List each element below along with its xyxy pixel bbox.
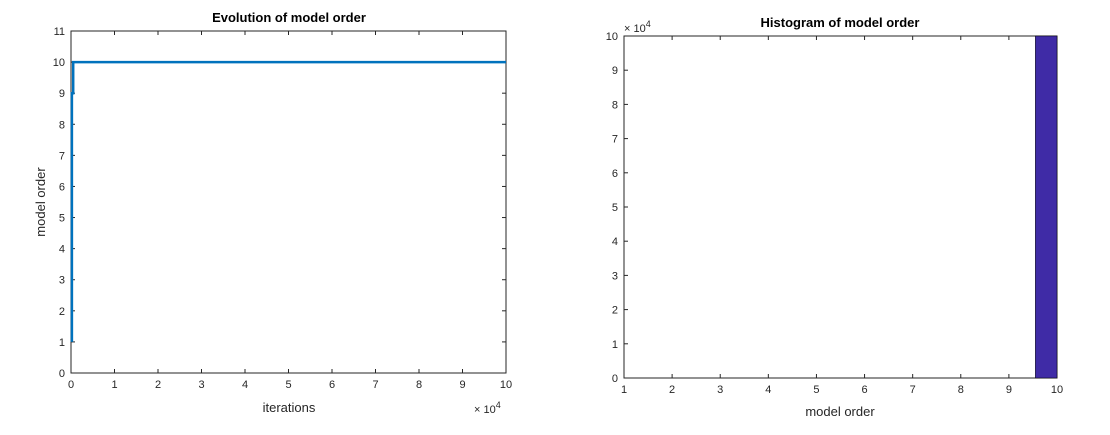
histogram-x-tick-label: 8 (958, 384, 964, 396)
evolution-axes-box (70, 30, 507, 374)
histogram-y-tick-label: 9 (612, 65, 618, 77)
evolution-y-tick-label: 5 (59, 213, 65, 225)
histogram-x-tick-label: 3 (717, 384, 723, 396)
histogram-y-tick-label: 2 (612, 305, 618, 317)
evolution-y-tick-label: 7 (59, 150, 65, 162)
evolution-y-tick-label: 3 (59, 275, 65, 287)
evolution-x-exponent: × 104 (474, 400, 501, 416)
evolution-x-tick-label: 8 (416, 379, 422, 391)
histogram-y-exponent: × 104 (624, 19, 651, 35)
evolution-x-tick-label: 6 (329, 379, 335, 391)
histogram-x-tick-label: 6 (861, 384, 867, 396)
evolution-y-tick-label: 8 (59, 119, 65, 131)
histogram-x-label: model order (805, 404, 875, 419)
evolution-y-tick-label: 4 (59, 244, 65, 256)
histogram-chart: Histogram of model order 1 2 3 4 5 6 7 8 9 100123… (606, 15, 1063, 419)
histogram-bar (1035, 35, 1058, 379)
evolution-series-line (70, 60, 506, 342)
evolution-y-tick-label: 6 (59, 181, 65, 193)
histogram-x-tick-label: 4 (765, 384, 771, 396)
histogram-y-tick-label: 5 (612, 202, 618, 214)
histogram-axes-box (623, 35, 1058, 379)
evolution-x-tick-label: 0 (68, 379, 74, 391)
histogram-y-exponent-base: × 10 (624, 23, 646, 35)
histogram-y-tick-label: 3 (612, 270, 618, 282)
histogram-y-tick-label: 10 (606, 31, 618, 43)
evolution-x-tick-label: 9 (459, 379, 465, 391)
evolution-y-tick-label: 10 (53, 57, 65, 69)
evolution-y-label: model order (33, 167, 48, 237)
histogram-x-tick-label: 2 (669, 384, 675, 396)
evolution-y-tick-label: 0 (59, 368, 65, 380)
evolution-plot-area: 0 1 2 3 4 5 6 7 8 9 10 0 1 2 3 4 5 6 7 8 9 10 11 (53, 26, 512, 391)
evolution-y-tick-label: 1 (59, 337, 65, 349)
evolution-chart: Evolution of model order 0 1 2 3 4 5 6 7 8 9 10 0 1 2… (33, 10, 512, 416)
evolution-x-label: iterations (263, 400, 316, 415)
evolution-x-tick-label: 1 (111, 379, 117, 391)
histogram-y-tick-label: 6 (612, 168, 618, 180)
histogram-x-tick-label: 10 (1051, 384, 1063, 396)
evolution-x-tick-label: 7 (372, 379, 378, 391)
histogram-y-tick-label: 4 (612, 236, 618, 248)
histogram-x-tick-label: 9 (1006, 384, 1012, 396)
histogram-y-tick-label: 8 (612, 99, 618, 111)
evolution-x-tick-label: 2 (155, 379, 161, 391)
evolution-x-tick-label: 10 (500, 379, 512, 391)
evolution-x-tick-label: 3 (198, 379, 204, 391)
evolution-y-tick-label: 9 (59, 88, 65, 100)
evolution-x-exponent-power: 4 (496, 400, 501, 410)
histogram-x-tick-label: 1 (621, 384, 627, 396)
evolution-y-tick-label: 2 (59, 306, 65, 318)
histogram-x-tick-label: 5 (813, 384, 819, 396)
histogram-y-exponent-power: 4 (646, 19, 651, 29)
evolution-x-tick-label: 5 (285, 379, 291, 391)
histogram-y-tick-label: 0 (612, 373, 618, 385)
histogram-chart-title: Histogram of model order (761, 15, 920, 30)
histogram-y-tick-label: 7 (612, 134, 618, 146)
evolution-chart-title: Evolution of model order (212, 10, 366, 25)
histogram-y-tick-label: 1 (612, 339, 618, 351)
evolution-x-tick-label: 4 (242, 379, 248, 391)
evolution-y-tick-label: 11 (54, 26, 65, 38)
histogram-x-tick-label: 7 (910, 384, 916, 396)
evolution-x-exponent-base: × 10 (474, 404, 496, 416)
